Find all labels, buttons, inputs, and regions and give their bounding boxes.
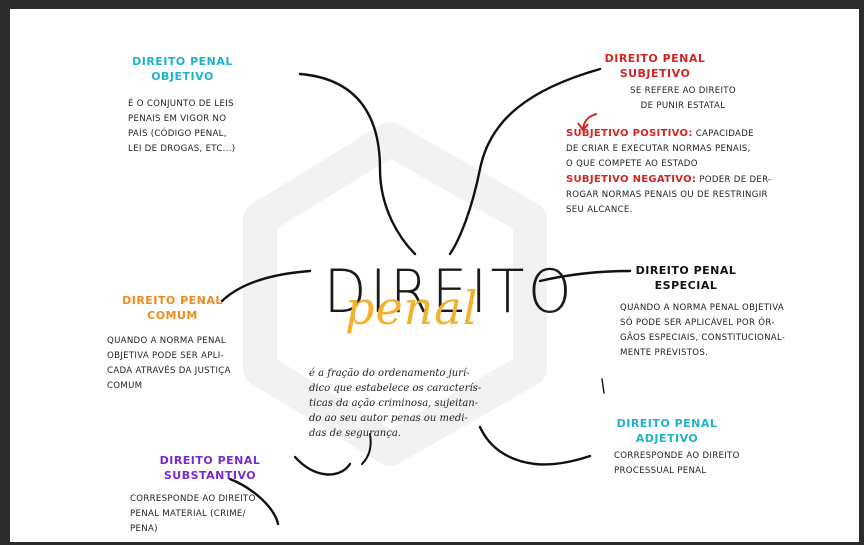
subjetivo-title-line-2: SUBJETIVO <box>619 67 691 80</box>
comum-body-line: CADA ATRAVÉS DA JUSTIÇA <box>107 366 231 376</box>
substantivo-body-line: CORRESPONDE AO DIREITO <box>130 494 256 504</box>
negativo-text: SEU ALCANCE. <box>566 205 633 215</box>
objetivo-title-line-2: OBJETIVO <box>151 70 214 83</box>
definition-line: do ao seu autor penas ou medi- <box>309 413 468 424</box>
mind-map-canvas: DIREITO PENAL OBJETIVO É O CONJUNTO DE L… <box>10 9 859 542</box>
substantivo-body-line: PENA) <box>130 524 158 534</box>
negativo-text: ROGAR NORMAS PENAIS OU DE RESTRINGIR <box>566 190 768 200</box>
comum-body: QUANDO A NORMA PENAL OBJETIVA PODE SER A… <box>107 334 277 394</box>
especial-title-line-1: DIREITO PENAL <box>635 264 737 277</box>
adjetivo-body: CORRESPONDE AO DIREITO PROCESSUAL PENAL <box>614 449 794 479</box>
comum-title: DIREITO PENAL COMUM <box>105 293 240 323</box>
objetivo-body-line: É O CONJUNTO DE LEIS <box>128 99 234 109</box>
connector-especial <box>538 269 632 283</box>
connector-subjetivo <box>448 67 602 256</box>
adjetivo-title-line-1: DIREITO PENAL <box>616 417 718 430</box>
subjetivo-body-line: DE PUNIR ESTATAL <box>640 101 726 111</box>
center-script-word: penal <box>345 281 479 335</box>
subjetivo-detail: SUBJETIVO POSITIVO: CAPACIDADE DE CRIAR … <box>566 126 851 218</box>
substantivo-title: DIREITO PENAL SUBSTANTIVO <box>145 453 275 483</box>
definition-line: é a fração do ordenamento jurí- <box>309 368 470 379</box>
especial-body-line: MENTE PREVISTOS. <box>620 348 709 358</box>
red-arrow-icon <box>577 113 598 132</box>
comum-title-line-2: COMUM <box>147 309 198 322</box>
objetivo-body-line: PENAIS EM VIGOR NO <box>128 114 227 124</box>
objetivo-body: É O CONJUNTO DE LEIS PENAIS EM VIGOR NO … <box>128 97 298 157</box>
connector-substantivo <box>293 455 352 476</box>
objetivo-body-line: LEI DE DROGAS, ETC...) <box>128 144 236 154</box>
especial-body: QUANDO A NORMA PENAL OBJETIVA SÓ PODE SE… <box>620 301 850 361</box>
positivo-text: CAPACIDADE <box>695 129 754 139</box>
subjetivo-body-line: SE REFERE AO DIREITO <box>630 86 736 96</box>
connector-lower-left <box>228 477 280 526</box>
center-definition: é a fração do ordenamento jurí- dico que… <box>309 366 519 441</box>
subjetivo-title-line-1: DIREITO PENAL <box>604 52 706 65</box>
positivo-text: O QUE COMPETE AO ESTADO <box>566 159 698 169</box>
especial-title: DIREITO PENAL ESPECIAL <box>616 263 756 293</box>
substantivo-body-line: PENAL MATERIAL (CRIME/ <box>130 509 246 519</box>
adjetivo-title: DIREITO PENAL ADJETIVO <box>602 416 732 446</box>
comum-body-line: COMUM <box>107 381 143 391</box>
comum-body-line: OBJETIVA PODE SER APLI- <box>107 351 225 361</box>
watermark-logo <box>243 122 547 466</box>
connector-objetivo <box>298 72 417 256</box>
adjetivo-title-line-2: ADJETIVO <box>635 432 699 445</box>
substantivo-title-line-2: SUBSTANTIVO <box>163 469 257 482</box>
connector-comum <box>220 269 312 303</box>
definition-line: ticas da ação criminosa, sujeitan- <box>309 398 479 409</box>
objetivo-body-line: PAÍS (CÓDIGO PENAL, <box>128 129 227 139</box>
especial-body-line: QUANDO A NORMA PENAL OBJETIVA <box>620 303 785 313</box>
connector-lines <box>220 67 632 526</box>
especial-title-line-2: ESPECIAL <box>654 279 718 292</box>
connector-definition <box>361 433 372 465</box>
objetivo-title: DIREITO PENAL OBJETIVO <box>115 54 250 84</box>
center-title: DIREITO <box>323 257 576 327</box>
connector-adjetivo <box>478 425 592 466</box>
comum-body-line: QUANDO A NORMA PENAL <box>107 336 226 346</box>
objetivo-title-line-1: DIREITO PENAL <box>132 55 233 68</box>
definition-line: das de segurança. <box>309 428 401 439</box>
especial-body-line: SÓ PODE SER APLICÁVEL POR ÓR- <box>620 318 775 328</box>
negativo-text: PODER DE DER- <box>699 175 772 185</box>
adjetivo-body-line: CORRESPONDE AO DIREITO <box>614 451 740 461</box>
especial-body-line: GÃOS ESPECIAIS, CONSTITUCIONAL- <box>620 333 786 343</box>
connector-mark <box>601 378 605 394</box>
subjetivo-body: SE REFERE AO DIREITO DE PUNIR ESTATAL <box>603 84 763 114</box>
adjetivo-body-line: PROCESSUAL PENAL <box>614 466 707 476</box>
positivo-label: SUBJETIVO POSITIVO: <box>566 128 693 139</box>
negativo-label: SUBJETIVO NEGATIVO: <box>566 174 697 185</box>
substantivo-title-line-1: DIREITO PENAL <box>159 454 261 467</box>
definition-line: dico que estabelece os caracterís- <box>309 383 482 394</box>
subjetivo-title: DIREITO PENAL SUBJETIVO <box>585 51 725 81</box>
substantivo-body: CORRESPONDE AO DIREITO PENAL MATERIAL (C… <box>130 492 300 537</box>
positivo-text: DE CRIAR E EXECUTAR NORMAS PENAIS, <box>566 144 751 154</box>
comum-title-line-1: DIREITO PENAL <box>122 294 223 307</box>
